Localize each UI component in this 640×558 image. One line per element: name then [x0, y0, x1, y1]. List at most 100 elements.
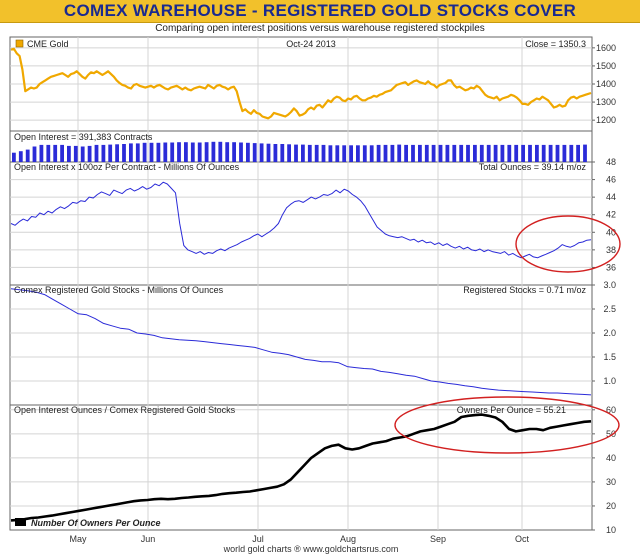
y-tick-label-oi_ounces: 42: [606, 210, 616, 220]
open-interest-bar: [25, 149, 30, 162]
open-interest-bar: [493, 144, 498, 162]
series-line-owners: [10, 413, 592, 522]
open-interest-bar: [486, 144, 491, 162]
open-interest-bar: [548, 144, 553, 162]
open-interest-bar: [404, 144, 408, 162]
x-month-label: Jun: [141, 534, 156, 544]
open-interest-bar: [280, 144, 285, 162]
open-interest-bar: [314, 144, 319, 162]
open-interest-bar: [541, 144, 546, 162]
open-interest-bar: [46, 144, 51, 162]
open-interest-bar: [170, 142, 175, 162]
open-interest-bar: [204, 142, 209, 162]
gold-legend-label: CME Gold: [27, 39, 69, 49]
y-tick-label-oi_ounces: 36: [606, 262, 616, 272]
open-interest-bar: [122, 144, 126, 162]
chart-title: COMEX WAREHOUSE - REGISTERED GOLD STOCKS…: [63, 1, 577, 20]
x-month-label: Aug: [340, 534, 356, 544]
gold-legend-swatch: [15, 39, 24, 48]
open-interest-bar: [163, 142, 168, 162]
open-interest-bar: [266, 143, 271, 162]
open-interest-bar: [294, 144, 298, 162]
open-interest-bar: [459, 144, 464, 162]
open-interest-bar: [18, 151, 23, 162]
open-interest-bar: [94, 144, 99, 162]
owners-per-ounce-label: Owners Per Ounce = 55.21: [457, 405, 566, 415]
open-interest-bar: [383, 144, 388, 162]
open-interest-bar: [583, 144, 587, 162]
y-tick-label-owners: 50: [606, 429, 616, 439]
open-interest-bar: [328, 145, 333, 162]
open-interest-bar: [562, 144, 567, 162]
y-tick-label-owners: 20: [606, 501, 616, 511]
registered-stocks-label: Registered Stocks = 0.71 m/oz: [463, 285, 586, 295]
open-interest-bar: [342, 145, 347, 162]
y-tick-label-owners: 60: [606, 405, 616, 415]
open-interest-bar: [445, 144, 450, 162]
y-tick-label-registered: 2.5: [603, 304, 616, 314]
open-interest-bar: [349, 145, 353, 162]
open-interest-bar: [129, 143, 133, 162]
highlight-ellipse-owners: [394, 396, 620, 454]
open-interest-bar: [53, 144, 58, 162]
open-interest-bar: [190, 142, 195, 162]
y-tick-label-gold: 1600: [596, 43, 616, 53]
open-interest-bar: [418, 144, 422, 162]
x-month-label: Jul: [252, 534, 264, 544]
gold-close-label: Close = 1350.3: [525, 39, 586, 49]
open-interest-bar: [431, 144, 436, 162]
open-interest-bar: [576, 144, 580, 162]
y-tick-label-registered: 1.0: [603, 376, 616, 386]
open-interest-bar: [335, 145, 340, 162]
open-interest-bar: [411, 144, 415, 162]
panel-frame-oi_ounces: [9, 161, 593, 286]
oi-ounces-label: Open Interest x 100oz Per Contract - Mil…: [14, 162, 240, 172]
open-interest-bar: [67, 145, 71, 162]
open-interest-bar: [287, 144, 291, 162]
open-interest-bar: [239, 142, 243, 162]
series-line-oi_ounces: [10, 181, 592, 259]
footer-credit: world gold charts ® www.goldchartsrus.co…: [223, 544, 399, 554]
total-ounces-label: Total Ounces = 39.14 m/oz: [479, 162, 587, 172]
open-interest-bar: [73, 145, 78, 162]
registered-label: Comex Registered Gold Stocks - Millions …: [14, 285, 224, 295]
y-tick-label-oi_ounces: 48: [606, 157, 616, 167]
open-interest-bar: [521, 144, 525, 162]
y-tick-label-oi_ounces: 44: [606, 192, 616, 202]
y-tick-label-registered: 2.0: [603, 328, 616, 338]
x-month-label: Sep: [430, 534, 446, 544]
open-interest-bar: [108, 144, 113, 162]
open-interest-bar: [500, 144, 505, 162]
open-interest-label: Open Interest = 391,383 Contracts: [14, 132, 153, 142]
open-interest-bar: [473, 144, 477, 162]
y-tick-label-gold: 1300: [596, 97, 616, 107]
y-tick-label-owners: 40: [606, 453, 616, 463]
open-interest-bar: [115, 144, 119, 162]
open-interest-bar: [390, 144, 395, 162]
open-interest-bar: [184, 142, 188, 162]
open-interest-bar: [452, 144, 457, 162]
open-interest-bar: [376, 144, 381, 162]
y-tick-label-oi_ounces: 40: [606, 227, 616, 237]
owners-legend-label: Number Of Owners Per Ounce: [31, 518, 161, 528]
y-tick-label-registered: 1.5: [603, 352, 616, 362]
open-interest-bar: [197, 142, 202, 162]
open-interest-bar: [301, 144, 305, 162]
open-interest-bar: [252, 143, 257, 162]
open-interest-bar: [246, 142, 250, 162]
open-interest-bar: [232, 142, 236, 162]
open-interest-bar: [218, 141, 223, 162]
open-interest-bar: [273, 144, 278, 162]
open-interest-bar: [507, 144, 512, 162]
open-interest-bar: [569, 144, 574, 162]
panel-frame-registered: [9, 284, 593, 406]
open-interest-bar: [424, 144, 429, 162]
y-tick-label-oi_ounces: 46: [606, 175, 616, 185]
open-interest-bar: [177, 142, 181, 162]
open-interest-bar: [438, 144, 443, 162]
open-interest-bar: [101, 144, 106, 162]
panel-frame-owners: [9, 404, 593, 531]
y-tick-label-gold: 1200: [596, 115, 616, 125]
y-tick-label-gold: 1400: [596, 79, 616, 89]
gold-date-label: Oct-24 2013: [286, 39, 336, 49]
